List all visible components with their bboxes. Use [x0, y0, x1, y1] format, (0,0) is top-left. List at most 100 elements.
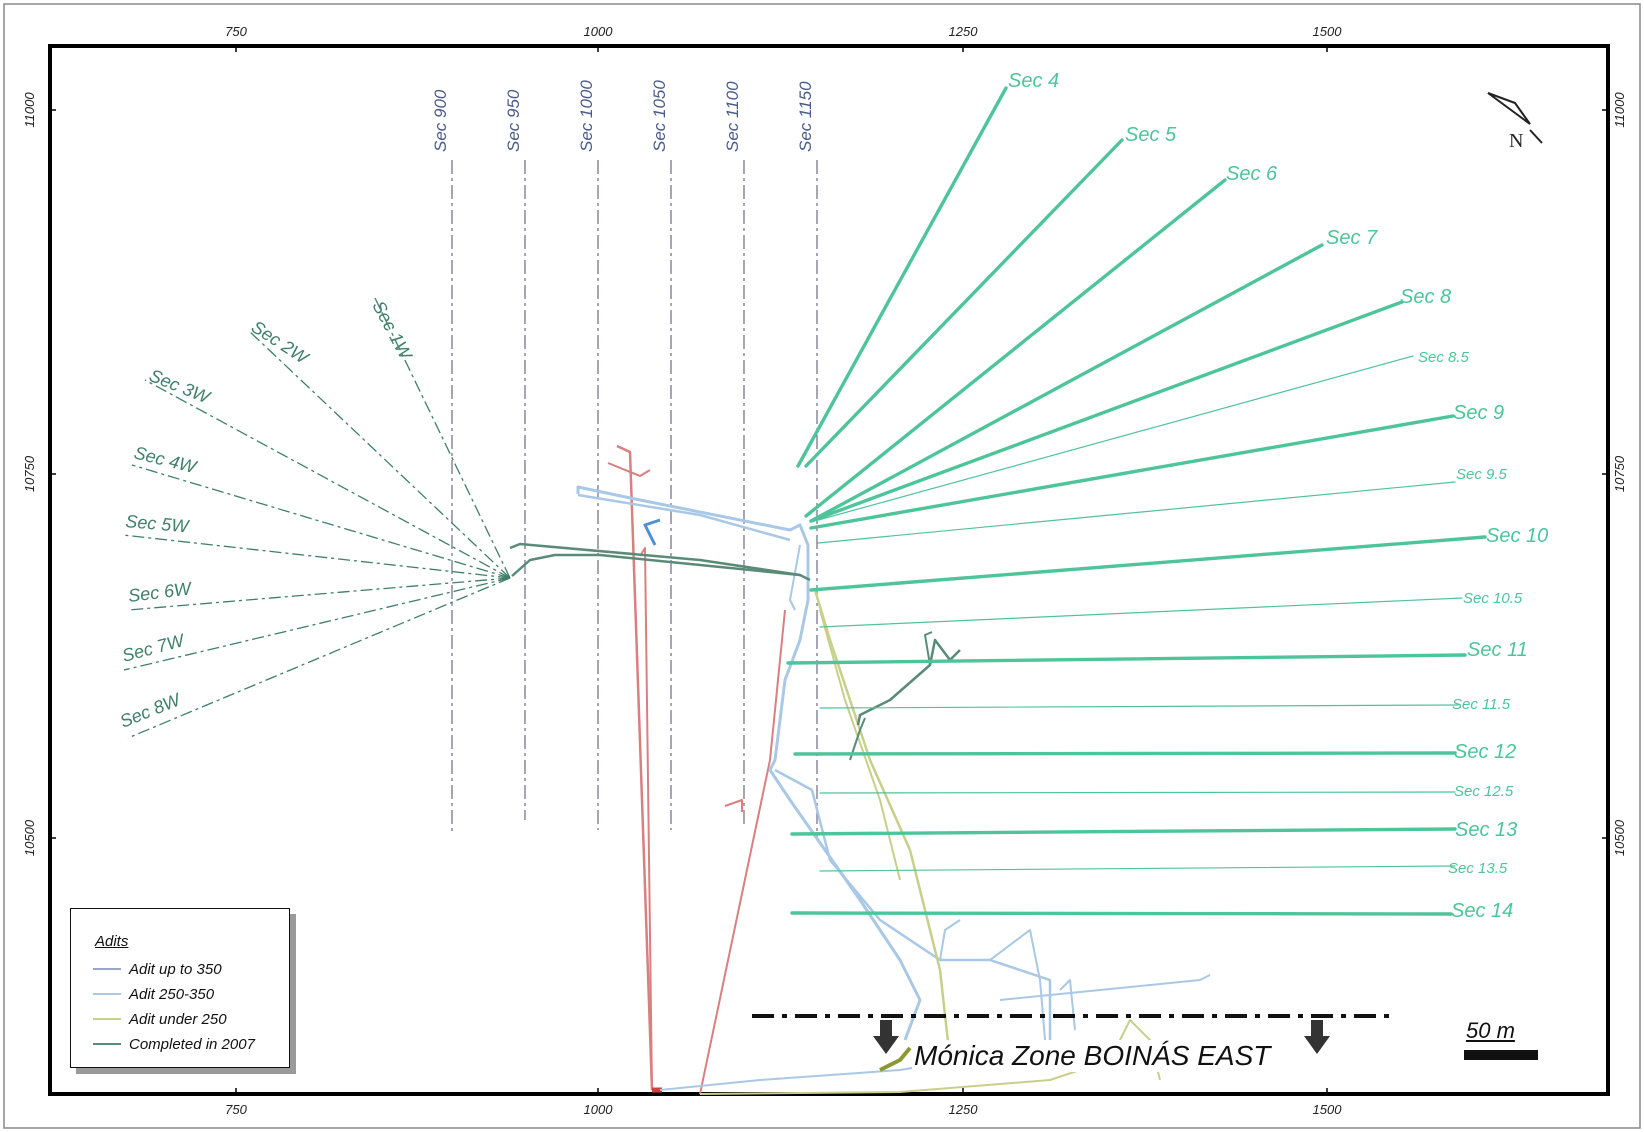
arrow-down-icon: [1304, 1020, 1330, 1054]
x-tick-label-bottom: 1500: [1313, 1102, 1343, 1117]
east-section-label: Sec 8: [1400, 286, 1451, 308]
x-tick-label-top: 1000: [584, 24, 614, 39]
adit-red-line: [724, 799, 743, 812]
east-section-line: [790, 911, 1453, 916]
north-arrow-icon: N: [1487, 92, 1543, 152]
west-section-line: [131, 464, 511, 579]
map-frame: [48, 44, 1610, 1096]
vertical-section-label: Sec 900: [431, 89, 450, 152]
adit-blue-line: [1059, 979, 1076, 1031]
east-section-label: Sec 14: [1451, 900, 1513, 922]
east-section-line: [809, 300, 1404, 523]
adit-olive-line: [879, 1046, 912, 1072]
west-section-line: [247, 329, 511, 579]
y-tick-label-right: 10500: [1612, 819, 1627, 856]
legend-label: Adit 250-350: [129, 985, 215, 1003]
legend: Adits Adit up to 350 Adit 250-350 Adit u…: [70, 908, 290, 1068]
adit-green-line: [509, 542, 811, 582]
east-section-line: [809, 414, 1455, 530]
adit-red-line: [616, 444, 654, 1091]
legend-swatch: [93, 968, 121, 970]
east-section-line: [819, 865, 1456, 872]
east-section-label: Sec 10: [1486, 525, 1548, 547]
west-section-line: [123, 577, 511, 671]
vertical-section-label: Sec 1150: [796, 81, 815, 152]
east-section-line: [809, 535, 1487, 592]
west-section-line: [122, 534, 511, 579]
west-section-line: [127, 577, 511, 739]
east-section-label: Sec 9: [1453, 402, 1504, 424]
legend-title: Adits: [95, 933, 129, 950]
east-section-label: Sec 10.5: [1463, 590, 1523, 607]
east-section-label: Sec 8.5: [1418, 349, 1470, 366]
adit-olive-line: [813, 589, 952, 1061]
adit-red-line: [607, 462, 651, 477]
adit-network: [509, 444, 1211, 1095]
east-section-label: Sec 7: [1326, 227, 1378, 249]
east-section-line: [819, 597, 1463, 628]
adit-blue-line: [939, 919, 961, 961]
east-section-line: [790, 827, 1457, 836]
east-section-label: Sec 6: [1226, 163, 1278, 185]
east-section-line: [810, 355, 1414, 523]
adit-red-line: [639, 547, 653, 1091]
adit-green-line: [924, 631, 933, 666]
x-tick-label-top: 750: [225, 24, 247, 39]
x-tick-label-bottom: 1250: [949, 1102, 979, 1117]
adit-blue-line: [999, 974, 1211, 1001]
east-section-line: [786, 653, 1467, 665]
east-section-line: [819, 704, 1459, 709]
adit-blue-line: [643, 518, 661, 546]
adit-green-line: [849, 717, 866, 761]
east-section-lines: Sec 4 Sec 5 Sec 6 Sec 7 Sec 8 Sec 8.5 Sec 9 Sec…: [786, 70, 1548, 922]
west-section-line: [374, 297, 511, 579]
west-section-line: [144, 379, 511, 579]
vertical-section-label: Sec 1100: [723, 81, 742, 152]
east-section-line: [804, 178, 1227, 518]
east-section-label: Sec 4: [1008, 70, 1059, 92]
adit-blue-line: [789, 544, 801, 611]
east-section-line: [796, 86, 1008, 468]
adit-blue-line: [989, 929, 1046, 1041]
adit-olive-line: [819, 609, 901, 881]
vertical-section-label: Sec 1000: [577, 80, 596, 152]
east-section-line: [793, 751, 1457, 756]
x-tick-label-top: 1500: [1313, 24, 1343, 39]
east-section-label: Sec 13: [1455, 819, 1517, 841]
east-section-line: [804, 138, 1124, 468]
legend-item: Adit under 250: [93, 1009, 227, 1029]
adit-blue-line: [576, 485, 922, 1041]
legend-swatch: [93, 1018, 121, 1020]
east-section-line: [809, 243, 1324, 523]
east-section-label: Sec 11.5: [1452, 696, 1511, 713]
y-tick-label-left: 10750: [22, 455, 37, 492]
legend-swatch: [93, 1043, 121, 1045]
west-section-line: [127, 577, 511, 611]
vertical-section-label: Sec 1050: [650, 80, 669, 152]
east-section-line: [817, 481, 1456, 544]
legend-item: Adit up to 350: [93, 959, 222, 979]
y-tick-label-right: 11000: [1612, 92, 1627, 128]
east-section-label: Sec 11: [1467, 639, 1528, 661]
arrow-down-icon: [873, 1020, 899, 1054]
scale-bar-label: 50 m: [1466, 1018, 1515, 1043]
legend-label: Adit up to 350: [129, 960, 222, 978]
adit-green-line: [511, 553, 801, 577]
zone-title: Mónica Zone BOINÁS EAST: [912, 1040, 1273, 1072]
scale-bar: [1464, 1050, 1538, 1060]
coordinate-ticks: 750 750 1000 1000 1250 1250 1500 1500 11000 11000…: [22, 24, 1627, 1117]
adit-red-line: [699, 609, 786, 1095]
north-label: N: [1509, 130, 1523, 152]
y-tick-label-right: 10750: [1612, 455, 1627, 492]
east-section-label: Sec 12: [1454, 741, 1516, 763]
east-section-label: Sec 13.5: [1448, 860, 1508, 877]
vertical-section-label: Sec 950: [504, 89, 523, 152]
x-tick-label-bottom: 750: [225, 1102, 247, 1117]
east-section-label: Sec 9.5: [1456, 466, 1508, 483]
legend-swatch: [93, 993, 121, 995]
legend-item: Adit 250-350: [93, 984, 214, 1004]
east-section-line: [819, 791, 1456, 794]
x-tick-label-bottom: 1000: [584, 1102, 614, 1117]
vertical-section-lines: Sec 900 Sec 950 Sec 1000 Sec 1050 Sec 1100 Se…: [431, 80, 818, 838]
y-tick-label-left: 11000: [22, 92, 37, 128]
